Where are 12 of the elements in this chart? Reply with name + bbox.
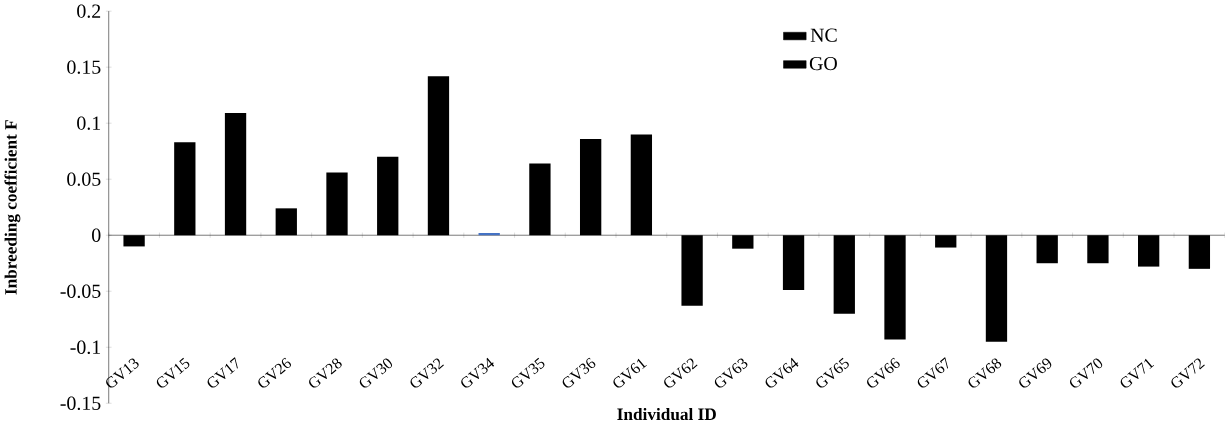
legend-label: GO [809,57,837,71]
y-tick-label: 0.15 [67,60,101,75]
legend-label: NC [810,28,837,43]
y-tick-label: 0.2 [77,4,101,19]
y-tick-label: -0.05 [60,284,101,299]
y-tick-label: -0.1 [70,340,101,355]
y-axis-title: Inbreeding coefficient F [4,120,21,295]
x-axis-title: Individual ID [617,408,716,421]
y-tick-label: -0.15 [60,396,101,411]
y-tick-label: 0.05 [67,172,101,187]
y-tick-label: 0 [92,228,101,243]
y-tick-label: 0.1 [77,116,101,131]
